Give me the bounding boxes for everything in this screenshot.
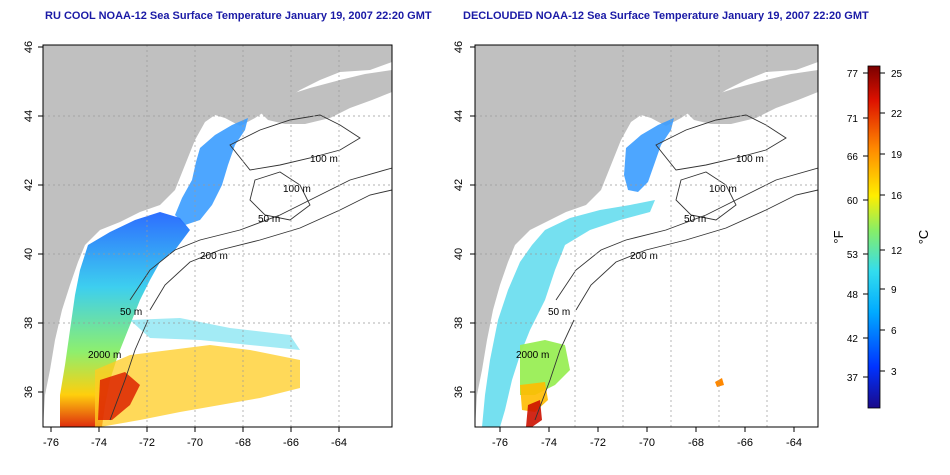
left-contour-label: 2000 m: [88, 350, 121, 361]
left-land-mass: [43, 45, 392, 427]
left-lon-tick: -64: [331, 437, 347, 449]
colorbar-f-tick: 53: [847, 250, 859, 261]
left-nova-scotia: [260, 70, 392, 124]
colorbar-fahrenheit-label: °F: [831, 230, 846, 243]
colorbar-c-tick: 25: [891, 69, 903, 80]
left-lon-tick: -68: [235, 437, 251, 449]
colorbar-f-tick: 60: [847, 196, 859, 207]
colorbar-f-tick: 77: [847, 69, 859, 80]
right-sst-spot: [715, 378, 724, 387]
colorbar-f-tick: 48: [847, 290, 859, 301]
left-sst-shelf: [60, 212, 190, 427]
right-lon-tick: -68: [688, 437, 704, 449]
colorbar-c-tick: 3: [891, 367, 897, 378]
right-lat-tick: 44: [453, 110, 465, 122]
right-sst-slope: [520, 340, 570, 395]
right-contour-label: 2000 m: [516, 350, 549, 361]
colorbar-f-tick: 66: [847, 152, 859, 163]
right-lon-tick: -64: [786, 437, 802, 449]
left-lat-tick: 38: [23, 317, 35, 329]
right-lat-tick: 38: [453, 317, 465, 329]
colorbar-f-tick: 42: [847, 334, 859, 345]
right-lon-tick: -70: [639, 437, 655, 449]
left-lat-tick: 42: [23, 179, 35, 191]
left-lon-tick: -72: [139, 437, 155, 449]
colorbar-celsius-label: °C: [916, 230, 931, 245]
right-panel-title: DECLOUDED NOAA-12 Sea Surface Temperatur…: [463, 10, 869, 22]
right-lon-tick: -74: [541, 437, 557, 449]
colorbar-c-tick: 9: [891, 285, 897, 296]
left-lat-tick: 44: [23, 110, 35, 122]
colorbar-c-tick: 19: [891, 150, 903, 161]
left-sst-speckle: [130, 318, 300, 350]
right-sst-red-core: [526, 400, 542, 427]
right-lon-tick: -76: [492, 437, 508, 449]
colorbar-f-tick: 71: [847, 114, 859, 125]
left-lon-tick: -74: [91, 437, 107, 449]
left-lon-tick: -70: [187, 437, 203, 449]
colorbar-c-tick: 16: [891, 191, 903, 202]
left-contour-label: 50 m: [258, 214, 280, 225]
colorbar-f-tick: 37: [847, 373, 859, 384]
right-land-mass: [475, 45, 818, 427]
left-lat-tick: 46: [23, 41, 35, 53]
right-contour-label: 50 m: [684, 214, 706, 225]
left-map-frame: [42, 44, 393, 428]
left-contour-label: 200 m: [200, 251, 228, 262]
right-sst-shelf: [482, 200, 655, 427]
right-contour-label: 100 m: [736, 154, 764, 165]
left-lat-tick: 40: [23, 248, 35, 260]
left-lat-tick: 36: [23, 386, 35, 398]
right-lon-tick: -66: [737, 437, 753, 449]
left-sst-gulfstream: [95, 345, 300, 427]
right-lon-tick: -72: [590, 437, 606, 449]
colorbar-c-tick: 12: [891, 246, 903, 257]
colorbar: 37 42 48 53 60 66 71 77 3 6 9 12 16 19 2…: [831, 65, 931, 409]
colorbar-c-tick: 22: [891, 109, 903, 120]
right-lat-tick: 36: [453, 386, 465, 398]
right-sst-maine: [624, 118, 674, 192]
right-map-panel: 100 m 100 m 50 m 200 m 50 m 2000 m: [453, 41, 819, 449]
left-panel-title: RU COOL NOAA-12 Sea Surface Temperature …: [45, 10, 432, 22]
right-contour-label: 50 m: [548, 307, 570, 318]
left-contour-label: 50 m: [120, 307, 142, 318]
right-lat-tick: 46: [453, 41, 465, 53]
left-contour-label: 100 m: [310, 154, 338, 165]
left-lon-tick: -76: [43, 437, 59, 449]
right-contour-label: 200 m: [630, 251, 658, 262]
right-lat-tick: 42: [453, 179, 465, 191]
colorbar-scale: [867, 65, 881, 409]
left-lon-tick: -66: [283, 437, 299, 449]
left-map-panel: 100 m 100 m 50 m 200 m 50 m 2000 m: [23, 41, 393, 449]
left-contour-label: 100 m: [283, 184, 311, 195]
colorbar-c-tick: 6: [891, 326, 897, 337]
right-contour-label: 100 m: [709, 184, 737, 195]
right-lat-tick: 40: [453, 248, 465, 260]
